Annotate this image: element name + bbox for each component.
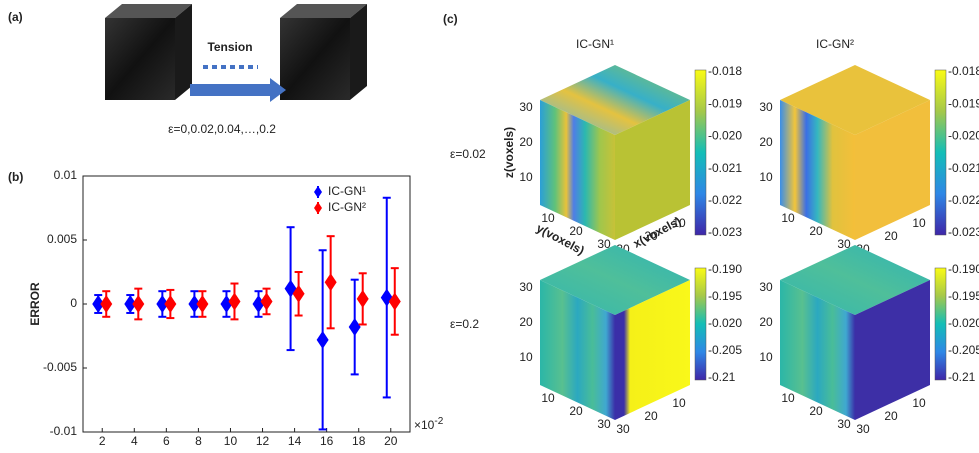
colorbar — [695, 70, 706, 235]
y-tick-label: 0.01 — [54, 168, 78, 182]
cube-tick: 10 — [781, 391, 795, 405]
x-tick-label: 18 — [352, 434, 366, 448]
cube-tick: 10 — [912, 216, 926, 230]
x-multiplier-base: ×10 — [414, 418, 435, 432]
cube-tick: 10 — [759, 170, 773, 184]
colorbar-label: -0.190 — [708, 262, 742, 276]
legend-label: IC-GN² — [328, 200, 366, 214]
colorbar-label: -0.021 — [948, 161, 979, 175]
cube-tick: 30 — [856, 422, 870, 436]
marker — [317, 331, 329, 349]
marker — [196, 295, 208, 313]
cube-tick: 20 — [809, 224, 823, 238]
cube-tick: 10 — [519, 350, 533, 364]
cube-tick: 20 — [644, 409, 658, 423]
y-axis-label: ERROR — [28, 282, 42, 326]
colorbar-label: -0.020 — [708, 129, 742, 143]
colorbar-label: -0.190 — [948, 262, 979, 276]
cube-tick: 30 — [837, 417, 851, 431]
legend-marker — [314, 202, 322, 214]
cube-tick: 20 — [519, 135, 533, 149]
colorbar-label: -0.195 — [948, 289, 979, 303]
cube-tick: 30 — [519, 280, 533, 294]
cube-tick: 20 — [759, 315, 773, 329]
colorbar-label: -0.019 — [708, 96, 742, 110]
cube-tick: 30 — [519, 100, 533, 114]
marker — [164, 295, 176, 313]
colorbar-label: -0.018 — [708, 64, 742, 78]
y-tick-label: -0.005 — [43, 360, 77, 374]
cube-axis-label: z(voxels) — [502, 127, 516, 178]
colorbar-label: -0.022 — [708, 193, 742, 207]
y-tick-label: 0.005 — [47, 232, 77, 246]
panel-label: (a) — [8, 10, 23, 24]
colorbar — [935, 268, 946, 380]
x-tick-label: 16 — [320, 434, 334, 448]
y-tick-label: -0.01 — [50, 424, 78, 438]
cube-tick: 30 — [616, 422, 630, 436]
colorbar-label: -0.019 — [948, 96, 979, 110]
cube-tick: 20 — [884, 409, 898, 423]
colorbar-label: -0.021 — [708, 161, 742, 175]
cube-tick: 10 — [781, 211, 795, 225]
marker — [261, 292, 273, 310]
x-tick-label: 12 — [256, 434, 270, 448]
x-multiplier: ×10-2 — [414, 416, 444, 433]
x-tick-label: 20 — [384, 434, 398, 448]
x-tick-label: 2 — [99, 434, 106, 448]
cube-tick: 20 — [759, 135, 773, 149]
colorbar-label: -0.023 — [708, 225, 742, 239]
marker — [100, 295, 112, 313]
legend-label: IC-GN¹ — [328, 184, 366, 198]
cube-tick: 20 — [809, 404, 823, 418]
cube-tick: 20 — [519, 315, 533, 329]
colorbar — [695, 268, 706, 380]
x-multiplier-exponent: -2 — [434, 416, 443, 427]
cube-tick: 10 — [672, 396, 686, 410]
row-label: ε=0.02 — [450, 147, 486, 161]
cube-tick: 20 — [884, 229, 898, 243]
legend-marker — [314, 186, 322, 198]
colorbar-label: -0.205 — [708, 343, 742, 357]
x-tick-label: 6 — [163, 434, 170, 448]
panel-label: (b) — [8, 170, 23, 184]
y-tick-label: 0 — [70, 296, 77, 310]
strain-label: ε=0,0.02,0.04,…,0.2 — [168, 122, 276, 136]
colorbar-label: -0.205 — [948, 343, 979, 357]
panel-label: (c) — [443, 12, 458, 26]
cube-tick: 30 — [759, 280, 773, 294]
colorbar-label: -0.21 — [708, 370, 736, 384]
colorbar-label: -0.020 — [948, 316, 979, 330]
marker — [228, 292, 240, 310]
cube-tick: 30 — [597, 417, 611, 431]
colorbar-label: -0.21 — [948, 370, 976, 384]
x-tick-label: 8 — [195, 434, 202, 448]
cube-tick: 10 — [912, 396, 926, 410]
row-label: ε=0.2 — [450, 317, 479, 331]
marker — [132, 295, 144, 313]
colorbar-label: -0.023 — [948, 225, 979, 239]
arrow-label: Tension — [207, 40, 252, 54]
colorbar-label: -0.195 — [708, 289, 742, 303]
cube-tick: 30 — [759, 100, 773, 114]
colorbar — [935, 70, 946, 235]
x-tick-label: 14 — [288, 434, 302, 448]
marker — [349, 318, 361, 336]
x-tick-label: 4 — [131, 434, 138, 448]
colorbar-label: -0.022 — [948, 193, 979, 207]
cube-tick: 10 — [541, 391, 555, 405]
marker — [357, 290, 369, 308]
figure: (a) Tension ε=0,0.02,0.04,…,0.2 (b) (c) … — [0, 0, 979, 448]
cube-tick: 10 — [519, 170, 533, 184]
cube-tick: 10 — [759, 350, 773, 364]
x-tick-label: 10 — [224, 434, 238, 448]
colorbar-label: -0.020 — [708, 316, 742, 330]
colorbar-label: -0.020 — [948, 129, 979, 143]
cube-tick: 20 — [569, 404, 583, 418]
column-title: IC-GN¹ — [576, 37, 614, 51]
column-title: IC-GN² — [816, 37, 854, 51]
colorbar-label: -0.018 — [948, 64, 979, 78]
marker — [325, 273, 337, 291]
